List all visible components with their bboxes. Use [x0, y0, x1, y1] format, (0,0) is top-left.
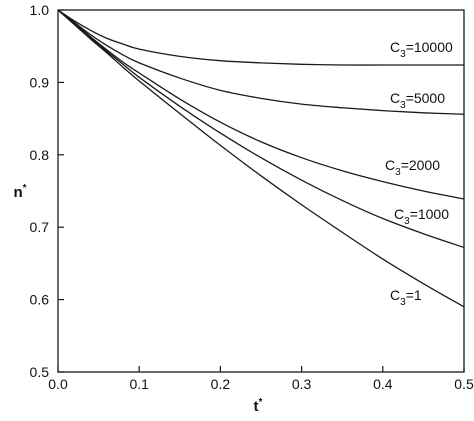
y-tick-label: 0.9 — [30, 74, 50, 90]
x-tick-label: 0.0 — [48, 376, 68, 392]
y-tick-label: 1.0 — [30, 2, 50, 18]
x-axis-title: t* — [254, 397, 263, 415]
series-line — [57, 9, 465, 115]
curves — [57, 9, 465, 308]
y-axis-title: n* — [13, 183, 26, 201]
y-tick-label: 0.5 — [30, 364, 50, 380]
series-line — [57, 9, 464, 66]
curve-labels: C3=10000 C3=5000 C3=2000 C3=1000 C3=1 — [385, 39, 453, 308]
series-label: C3=10000 — [390, 39, 453, 60]
series-line — [57, 9, 465, 249]
plot-frame — [57, 9, 465, 373]
axis-ticks: 0.0 0.1 0.2 0.3 0.4 0.5 0.5 0.6 0.7 0.8 0.9 1.0 — [30, 2, 474, 392]
series-label: C3=2000 — [385, 157, 440, 178]
y-tick-label: 0.8 — [30, 147, 50, 163]
series-line — [57, 9, 465, 308]
x-tick-label: 0.1 — [129, 376, 149, 392]
x-tick-label: 0.5 — [454, 376, 474, 392]
x-tick-label: 0.2 — [211, 376, 231, 392]
x-tick-label: 0.3 — [292, 376, 312, 392]
x-tick-label: 0.4 — [373, 376, 393, 392]
series-label: C3=1 — [390, 287, 422, 308]
series-label: C3=1000 — [394, 206, 449, 227]
series-label: C3=5000 — [390, 90, 445, 111]
y-tick-label: 0.6 — [30, 292, 50, 308]
y-tick-label: 0.7 — [30, 219, 50, 235]
